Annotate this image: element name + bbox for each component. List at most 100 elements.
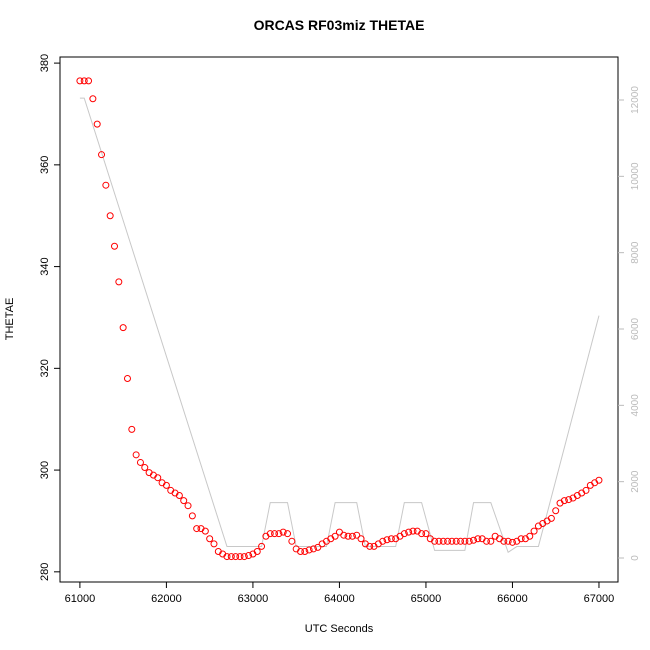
data-point — [266, 530, 274, 538]
data-point — [162, 481, 170, 489]
data-point — [465, 537, 473, 545]
data-point — [98, 151, 106, 159]
data-point — [348, 532, 356, 540]
data-point — [530, 527, 538, 535]
data-point — [314, 543, 322, 551]
data-point — [136, 458, 144, 466]
y2-tick-label: 12000 — [630, 86, 641, 114]
data-point — [448, 537, 456, 545]
data-point — [275, 530, 283, 538]
data-point — [508, 538, 516, 546]
data-point — [344, 532, 352, 540]
data-point — [106, 212, 114, 220]
y-tick-label: 340 — [39, 257, 51, 275]
data-point — [547, 514, 555, 522]
data-point — [80, 77, 88, 85]
data-point — [223, 553, 231, 561]
data-point — [340, 531, 348, 539]
y-tick-label: 300 — [39, 461, 51, 479]
data-point — [552, 507, 560, 515]
data-point — [405, 528, 413, 536]
data-point — [201, 527, 209, 535]
data-point — [335, 528, 343, 536]
data-point — [253, 547, 261, 555]
x-tick-label: 61000 — [65, 593, 96, 605]
data-point — [297, 547, 305, 555]
y2-tick-label: 4000 — [630, 394, 641, 417]
data-point — [483, 537, 491, 545]
data-point — [154, 474, 162, 482]
data-point — [487, 537, 495, 545]
data-point — [206, 535, 214, 543]
data-point — [560, 497, 568, 505]
data-point — [444, 537, 452, 545]
altitude-line — [79, 97, 600, 554]
data-point — [383, 536, 391, 544]
data-point — [115, 278, 123, 286]
data-point — [76, 77, 84, 85]
data-point — [132, 451, 140, 459]
data-point — [119, 324, 127, 332]
data-point — [102, 181, 110, 189]
y2-tick-label: 10000 — [630, 162, 641, 190]
y2-tick-label: 6000 — [630, 317, 641, 340]
data-point — [111, 242, 119, 250]
y2-tick-label: 2000 — [630, 470, 641, 493]
x-tick-label: 63000 — [238, 593, 269, 605]
x-axis-label: UTC Seconds — [305, 623, 374, 635]
data-point — [258, 542, 266, 550]
data-point — [400, 530, 408, 538]
x-tick-label: 66000 — [497, 593, 528, 605]
data-point — [565, 496, 573, 504]
data-point — [240, 553, 248, 561]
data-point — [379, 537, 387, 545]
data-point — [301, 547, 309, 555]
data-point — [85, 77, 93, 85]
data-point — [474, 535, 482, 543]
data-point — [500, 537, 508, 545]
data-point — [461, 537, 469, 545]
y-tick-label: 380 — [39, 54, 51, 72]
data-point — [232, 553, 240, 561]
data-point — [422, 530, 430, 538]
data-point — [236, 553, 244, 561]
y2-tick-label: 0 — [630, 555, 641, 561]
data-point — [305, 546, 313, 554]
data-point — [582, 486, 590, 494]
data-point — [271, 530, 279, 538]
plot-frame — [59, 56, 619, 583]
data-point — [517, 535, 525, 543]
data-point — [470, 536, 478, 544]
y-tick-label: 320 — [39, 359, 51, 377]
data-point — [435, 537, 443, 545]
data-point — [309, 545, 317, 553]
data-point — [288, 537, 296, 545]
y-tick-label: 280 — [39, 563, 51, 581]
y-axis-label: THETAE — [4, 298, 16, 341]
data-point — [452, 537, 460, 545]
x-tick-label: 65000 — [411, 593, 442, 605]
data-point — [504, 537, 512, 545]
data-point — [210, 540, 218, 548]
data-point — [175, 492, 183, 500]
data-point — [331, 532, 339, 540]
data-point — [193, 525, 201, 533]
y2-tick-label: 8000 — [630, 241, 641, 264]
data-point — [457, 537, 465, 545]
data-point — [128, 425, 136, 433]
y-tick-label: 360 — [39, 156, 51, 174]
data-point — [93, 120, 101, 128]
data-point — [366, 542, 374, 550]
data-point — [245, 552, 253, 560]
data-point — [353, 531, 361, 539]
data-point — [188, 512, 196, 520]
data-point — [439, 537, 447, 545]
data-point — [284, 530, 292, 538]
data-point — [526, 532, 534, 540]
x-tick-label: 67000 — [584, 593, 615, 605]
data-point — [141, 464, 149, 472]
data-point — [387, 535, 395, 543]
data-point — [595, 476, 603, 484]
chart-title: ORCAS RF03miz THETAE — [254, 17, 425, 33]
